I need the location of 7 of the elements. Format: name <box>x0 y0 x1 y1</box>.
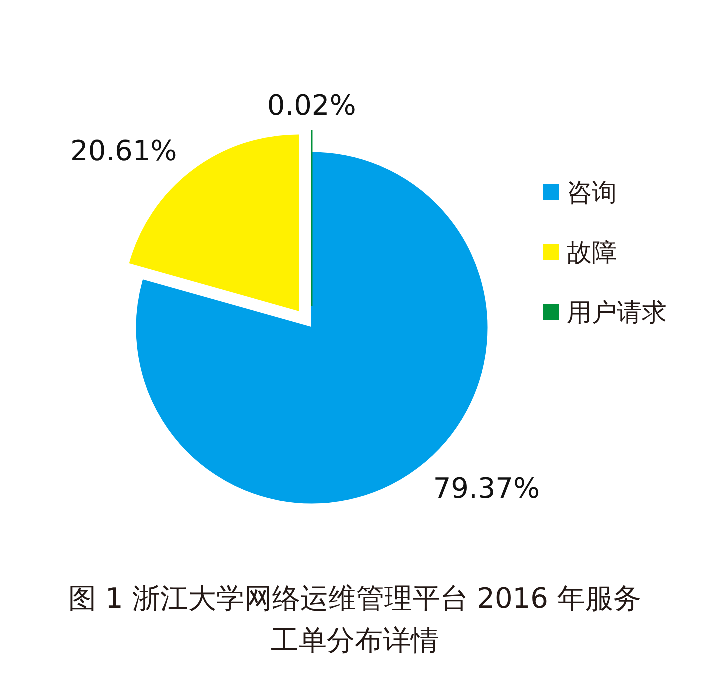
legend-label: 故障 <box>567 236 617 268</box>
data-label: 20.61% <box>70 134 178 167</box>
text: 图 1 浙江大学网络运维管理平台 2016 年服务工单分布详情 <box>68 581 642 659</box>
legend-label: 用户请求 <box>567 296 667 328</box>
legend-label: 咨询 <box>567 176 617 208</box>
data-label: 79.37% <box>433 472 540 505</box>
data-label: 0.02% <box>267 88 356 122</box>
